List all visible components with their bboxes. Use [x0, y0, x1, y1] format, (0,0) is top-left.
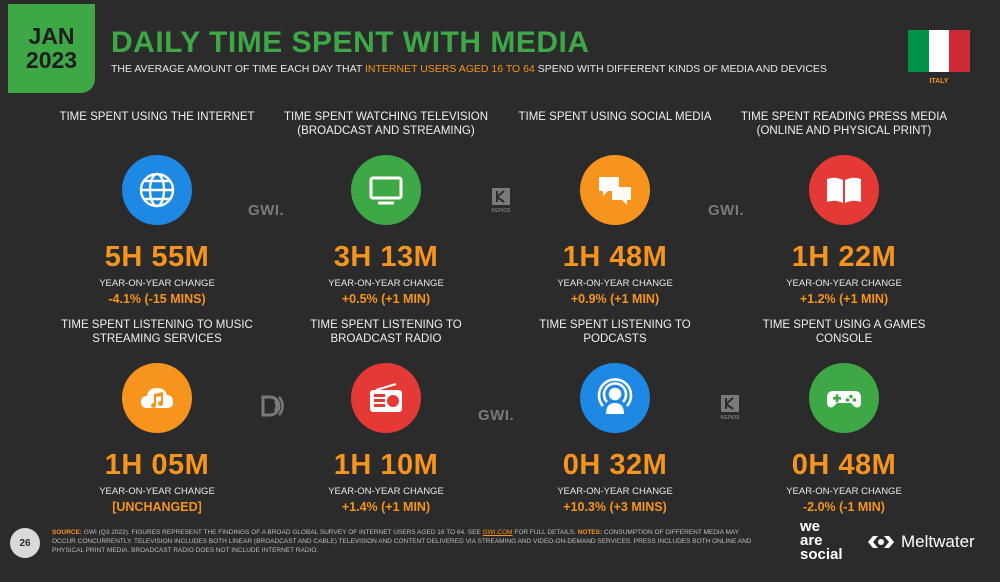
- kepios-logo-icon: KEPIOS: [492, 188, 512, 214]
- metric-label: TIME SPENT WATCHING TELEVISION (BROADCAS…: [283, 111, 489, 137]
- metric-label: TIME SPENT USING SOCIAL MEDIA: [518, 111, 712, 123]
- metric-social-media: TIME SPENT USING SOCIAL MEDIA 1H 48M YEA…: [510, 110, 720, 306]
- meltwater-mark-icon: [868, 536, 894, 548]
- subtitle-post: SPEND WITH DIFFERENT KINDS OF MEDIA AND …: [534, 63, 827, 75]
- kepios-logo-icon: KEPIOS: [721, 395, 741, 421]
- meltwater-wordmark: Meltwater: [901, 532, 975, 551]
- metric-value: 1H 22M: [791, 241, 897, 273]
- radio-icon: [351, 363, 421, 433]
- yoy-value: +0.9% (+1 MIN): [570, 292, 660, 306]
- subtitle-highlight: INTERNET USERS AGED 16 TO 64: [365, 63, 535, 75]
- meltwater-logo: Meltwater: [866, 532, 975, 552]
- metric-podcasts: TIME SPENT LISTENING TO PODCASTS 0H 32M …: [510, 318, 720, 514]
- italy-flag-icon: [908, 30, 971, 72]
- date-month: JAN: [28, 23, 75, 49]
- gamepad-icon: [809, 363, 879, 433]
- kepios-wordmark: KEPIOS: [492, 208, 512, 214]
- metric-value: 5H 55M: [104, 241, 210, 273]
- date-year: 2023: [25, 47, 78, 73]
- metric-value: 1H 48M: [562, 241, 668, 273]
- yoy-label: YEAR-ON-YEAR CHANGE: [786, 278, 902, 289]
- yoy-value: +0.5% (+1 MIN): [341, 292, 431, 306]
- flag-stripe-red: [949, 30, 971, 72]
- page-subtitle: THE AVERAGE AMOUNT OF TIME EACH DAY THAT…: [111, 63, 827, 75]
- book-icon: [809, 155, 879, 225]
- metric-broadcast-radio: TIME SPENT LISTENING TO BROADCAST RADIO …: [281, 318, 491, 514]
- yoy-value: +1.2% (+1 MIN): [799, 292, 889, 306]
- yoy-value: +1.4% (+1 MIN): [341, 500, 431, 514]
- metric-internet: TIME SPENT USING THE INTERNET 5H 55M YEA…: [52, 110, 262, 306]
- podcast-icon: [580, 363, 650, 433]
- notes-text: CONSUMPTION OF DIFFERENT MEDIA MAY OCCUR…: [52, 529, 752, 554]
- brand-are: are: [800, 532, 823, 549]
- brand-social: social: [800, 546, 843, 563]
- flag-stripe-green: [908, 30, 929, 72]
- date-badge: JAN 2023: [8, 4, 95, 93]
- cloud-music-icon: [122, 363, 192, 433]
- globe-icon: [122, 155, 192, 225]
- yoy-value: -2.0% (-1 MIN): [803, 500, 885, 514]
- metric-value: 0H 32M: [562, 449, 668, 481]
- footnote: SOURCE: GWI (Q3 2022). FIGURES REPRESENT…: [52, 528, 760, 555]
- metric-label: TIME SPENT READING PRESS MEDIA (ONLINE A…: [740, 111, 948, 137]
- notes-label: NOTES:: [577, 529, 603, 536]
- gwi-watermark: GWI.: [478, 407, 515, 424]
- metric-music-streaming: TIME SPENT LISTENING TO MUSIC STREAMING …: [52, 318, 262, 514]
- gwi-watermark: GWI.: [708, 202, 745, 219]
- metric-label: TIME SPENT USING A GAMES CONSOLE: [762, 319, 926, 345]
- datareportal-logo-icon: [261, 395, 284, 417]
- metric-label: TIME SPENT LISTENING TO PODCASTS: [539, 319, 691, 345]
- yoy-value: -4.1% (-15 MINS): [108, 292, 206, 306]
- metric-label: TIME SPENT LISTENING TO MUSIC STREAMING …: [61, 319, 253, 345]
- metric-press-media: TIME SPENT READING PRESS MEDIA (ONLINE A…: [739, 110, 949, 306]
- yoy-label: YEAR-ON-YEAR CHANGE: [557, 486, 673, 497]
- metric-label: TIME SPENT USING THE INTERNET: [59, 111, 255, 123]
- subtitle-pre: THE AVERAGE AMOUNT OF TIME EACH DAY THAT: [111, 63, 365, 75]
- kepios-wordmark: KEPIOS: [721, 415, 741, 421]
- page-number: 26: [10, 528, 40, 558]
- metric-label: TIME SPENT LISTENING TO BROADCAST RADIO: [310, 319, 462, 345]
- yoy-label: YEAR-ON-YEAR CHANGE: [786, 486, 902, 497]
- gwi-watermark: GWI.: [248, 202, 285, 219]
- metric-value: 1H 10M: [333, 449, 439, 481]
- yoy-value: [UNCHANGED]: [112, 500, 202, 514]
- metric-value: 1H 05M: [104, 449, 210, 481]
- yoy-label: YEAR-ON-YEAR CHANGE: [99, 486, 215, 497]
- yoy-label: YEAR-ON-YEAR CHANGE: [99, 278, 215, 289]
- source-label: SOURCE:: [52, 529, 82, 536]
- metric-games-console: TIME SPENT USING A GAMES CONSOLE 0H 48M …: [739, 318, 949, 514]
- metric-television: TIME SPENT WATCHING TELEVISION (BROADCAS…: [281, 110, 491, 306]
- brand-we: we: [800, 518, 821, 535]
- page-title: DAILY TIME SPENT WITH MEDIA: [111, 26, 590, 59]
- flag-stripe-white: [928, 30, 950, 72]
- we-are-social-logo: we are social: [800, 518, 843, 563]
- yoy-label: YEAR-ON-YEAR CHANGE: [557, 278, 673, 289]
- chat-bubbles-icon: [580, 155, 650, 225]
- yoy-value: +10.3% (+3 MINS): [563, 500, 667, 514]
- television-icon: [351, 155, 421, 225]
- metric-value: 3H 13M: [333, 241, 439, 273]
- yoy-label: YEAR-ON-YEAR CHANGE: [328, 486, 444, 497]
- metric-value: 0H 48M: [791, 449, 897, 481]
- country-label: ITALY: [929, 78, 949, 85]
- source-text: GWI (Q3 2022). FIGURES REPRESENT THE FIN…: [81, 529, 483, 536]
- source-text-2: FOR FULL DETAILS.: [512, 529, 578, 536]
- yoy-label: YEAR-ON-YEAR CHANGE: [328, 278, 444, 289]
- source-link[interactable]: GWI.COM: [482, 529, 513, 536]
